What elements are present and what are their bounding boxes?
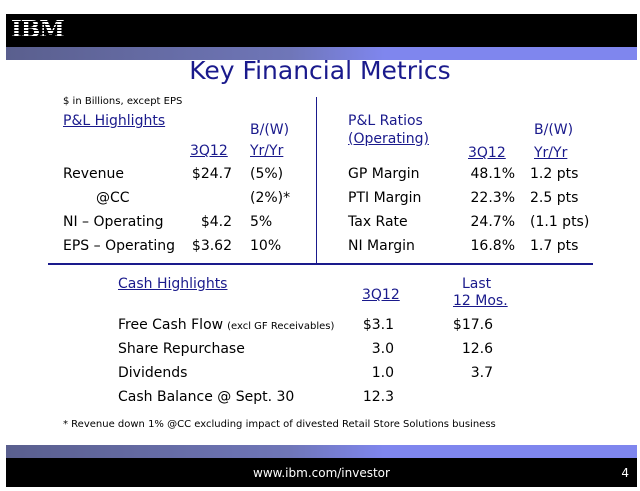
pl-row-bw: 5% [250,214,273,230]
cash-row-last: $17.6 [452,317,493,333]
cash-row-label: Dividends [118,365,187,381]
cash-row-name: Free Cash Flow [118,317,224,333]
cash-col-period: 3Q12 [362,287,400,303]
ratio-row-value: 48.1% [470,166,515,182]
page-number: 4 [621,466,629,480]
ratio-row-label: PTI Margin [348,190,422,206]
ratios-col-bw: B/(W) [534,122,574,138]
cash-row-name: Cash Balance @ Sept. 30 [118,389,295,405]
pl-col-yryr: Yr/Yr [250,143,284,159]
footer-stripe [6,445,637,458]
units-note: $ in Billions, except EPS [63,96,183,107]
ratio-row-value: 24.7% [470,214,515,230]
cash-row-value: 3.0 [371,341,394,357]
ratio-row-bw: 1.2 pts [530,166,579,182]
ratio-row-label: GP Margin [348,166,420,182]
ratio-row-bw: (1.1 pts) [530,214,590,230]
ratio-row-bw: 2.5 pts [530,190,579,206]
footnote: * Revenue down 1% @CC excluding impact o… [63,419,496,430]
pl-row-label: Revenue [63,166,124,182]
cash-col-12mos: 12 Mos. [453,293,508,309]
page-title: Key Financial Metrics [189,56,451,85]
pl-row-bw: 10% [250,238,282,254]
ratio-row-bw: 1.7 pts [530,238,579,254]
footer-url[interactable]: www.ibm.com/investor [253,466,390,480]
header-bar [6,14,637,47]
pl-row-label: @CC [96,190,130,206]
cash-row-name: Dividends [118,365,188,381]
cash-row-label: Free Cash Flow (excl GF Receivables) [118,317,334,333]
ratio-row-label: NI Margin [348,238,415,254]
cash-row-value: 12.3 [362,389,394,405]
pl-col-bw: B/(W) [250,122,290,138]
pl-col-period: 3Q12 [190,143,228,159]
pl-row-value: $4.2 [200,214,232,230]
ratios-subheading: (Operating) [348,131,429,147]
pl-row-bw: (5%) [250,166,284,182]
pl-row-value: $24.7 [191,166,232,182]
pl-row-value: $3.62 [191,238,232,254]
cash-heading: Cash Highlights [118,276,228,292]
ratio-row-label: Tax Rate [348,214,408,230]
pl-row-bw: (2%)* [250,190,291,206]
cash-row-name: Share Repurchase [118,341,245,357]
ratios-heading: P&L Ratios [348,113,423,129]
ratios-col-yryr: Yr/Yr [534,145,568,161]
cash-row-note: (excl GF Receivables) [227,321,335,332]
pl-row-label: EPS – Operating [63,238,176,254]
ratio-row-value: 16.8% [470,238,515,254]
horizontal-divider [48,263,593,265]
cash-row-last: 3.7 [470,365,493,381]
vertical-divider [316,97,317,264]
ratios-col-period: 3Q12 [468,145,506,161]
cash-row-value: 1.0 [371,365,394,381]
footer-bar: www.ibm.com/investor 4 [6,458,637,487]
ratio-row-value: 22.3% [470,190,515,206]
cash-row-label: Cash Balance @ Sept. 30 [118,389,294,405]
ibm-logo: IBM [11,16,65,43]
cash-row-last: 12.6 [461,341,493,357]
cash-row-value: $3.1 [362,317,394,333]
pl-heading: P&L Highlights [63,113,166,129]
cash-col-last: Last [462,276,492,292]
header-stripe [6,47,637,60]
pl-row-label: NI – Operating [63,214,164,230]
cash-row-label: Share Repurchase [118,341,245,357]
